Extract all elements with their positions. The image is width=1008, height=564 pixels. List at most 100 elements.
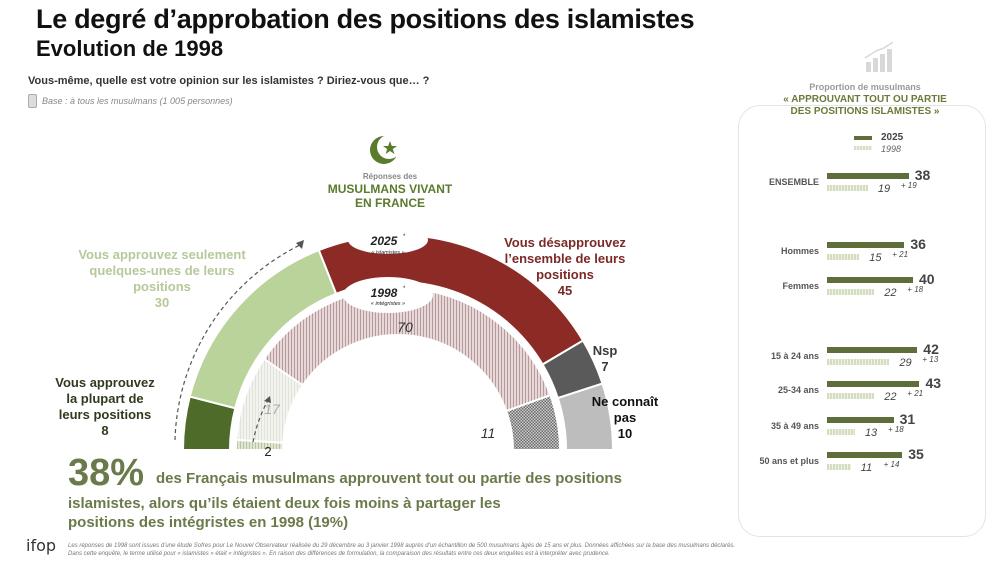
label-text: Vous désapprouvez [504, 235, 626, 250]
inner-value-label: 11 [481, 425, 496, 441]
value-1998: 22 [884, 391, 897, 403]
delta-value: + 21 [892, 250, 909, 259]
page-subtitle: Evolution de 1998 [36, 36, 224, 61]
bar-2025 [827, 347, 918, 353]
bar-1998 [827, 185, 868, 191]
label-text: pas [613, 410, 637, 425]
bar-2025 [827, 173, 909, 179]
delta-value: + 14 [883, 460, 900, 469]
value-1998: 11 [860, 462, 873, 474]
footnote-line: Les réponses de 1998 sont issues d’une é… [68, 543, 736, 549]
arrow-outer-head [296, 240, 304, 249]
value-2025: 38 [914, 167, 931, 183]
label-value: 8 [101, 423, 109, 438]
year-2025-asterisk: * [403, 234, 406, 240]
responses-title-line1: MUSULMANS VIVANT [327, 182, 453, 196]
value-2025: 35 [908, 446, 924, 462]
footnote: Les réponses de 1998 sont issues d’une é… [68, 542, 828, 558]
responses-caption: Réponses des [362, 172, 418, 181]
survey-question: Vous-même, quelle est votre opinion sur … [28, 75, 430, 87]
label-text: leurs positions [58, 407, 152, 422]
label-text: positions [133, 279, 191, 294]
label-disapprove: Vous désapprouvez l’ensemble de leurs po… [490, 235, 640, 299]
bar-1998 [827, 289, 875, 295]
delta-value: + 18 [907, 285, 924, 294]
row-label: Femmes [782, 281, 819, 291]
bar-1998 [827, 359, 890, 365]
breakdown-panel [738, 105, 986, 537]
bar-2025 [827, 381, 920, 387]
label-approve-some: Vous approuvez seulement quelques-unes d… [62, 247, 262, 311]
value-2025: 43 [925, 375, 942, 391]
legend-swatch-1998 [854, 146, 872, 150]
value-1998: 15 [869, 252, 882, 264]
inner-value-label: 2 [264, 444, 271, 459]
value-2025: 42 [923, 341, 939, 357]
value-1998: 29 [899, 357, 912, 369]
label-text: Vous approuvez seulement [78, 247, 246, 262]
year-1998-sub: « intégristes » [371, 301, 405, 307]
legend-swatch-2025 [854, 136, 872, 140]
year-1998-label: 1998 [371, 286, 398, 300]
row-label: 25-34 ans [777, 385, 819, 395]
bar-1998 [827, 393, 875, 399]
row-label: 50 ans et plus [759, 456, 819, 466]
label-text: quelques-unes de leurs [89, 263, 235, 278]
arrow-inner-head [264, 396, 271, 403]
outer-2025-segment-5 [556, 382, 615, 451]
label-text: la plupart de [66, 391, 144, 406]
value-1998: 22 [884, 287, 897, 299]
delta-value: + 19 [900, 181, 917, 190]
row-label: 15 à 24 ans [770, 351, 819, 361]
responses-title: MUSULMANS VIVANT EN FRANCE [300, 182, 480, 210]
survey-base: Base : à tous les musulmans (1 005 perso… [42, 96, 233, 106]
arrow-outer-path [174, 243, 303, 441]
bar-growth-icon [864, 41, 894, 72]
inner-value-label: 70 [397, 319, 413, 335]
delta-value: + 13 [922, 355, 939, 364]
page-title: Le degré d’approbation des positions des… [36, 4, 695, 34]
label-text: Vous approuvez [55, 375, 155, 390]
delta-value: + 18 [887, 425, 904, 434]
bar-1998 [827, 464, 851, 470]
headline-text: des Français musulmans approuvent tout o… [156, 470, 622, 487]
label-ne-connait-pas: Ne connaît pas 10 [590, 394, 660, 442]
value-2025: 31 [899, 411, 916, 427]
year-2025-bubble [348, 226, 428, 254]
bar-1998 [827, 254, 860, 260]
phone-icon [28, 94, 37, 108]
value-1998: 13 [864, 427, 878, 439]
ifop-logo: ifop [26, 536, 57, 555]
value-2025: 40 [919, 271, 935, 287]
bar-2025 [827, 417, 894, 423]
delta-value: + 21 [907, 389, 924, 398]
label-value: 45 [557, 283, 573, 298]
year-1998-bubble [343, 277, 433, 313]
row-label: 35 à 49 ans [770, 421, 819, 431]
responses-title-line2: EN FRANCE [354, 196, 425, 210]
value-1998: 19 [877, 183, 891, 195]
label-nsp: Nsp 7 [585, 343, 625, 375]
label-text: Ne connaît [591, 394, 659, 409]
year-2025-sub: « islamistes » [371, 250, 404, 256]
crescent-star-icon [370, 135, 401, 164]
row-label: Hommes [780, 246, 819, 256]
panel-caption: Proportion de musulmans [809, 82, 921, 92]
inner-1998-segment-4 [504, 393, 562, 451]
legend-label-2025: 2025 [881, 132, 904, 143]
headline-text-continued: islamistes, alors qu’ils étaient deux fo… [68, 495, 501, 531]
label-value: 10 [617, 426, 633, 441]
panel-title-line1: « APPROUVANT TOUT OU PARTIE [783, 94, 947, 105]
legend-label-1998: 1998 [881, 144, 902, 154]
panel-title: « APPROUVANT TOUT OU PARTIE DES POSITION… [750, 94, 980, 118]
label-approve-most: Vous approuvez la plupart de leurs posit… [40, 375, 170, 439]
panel-title-line2: DES POSITIONS ISLAMISTES » [790, 106, 940, 117]
label-text: Nsp [592, 343, 618, 358]
label-value: 7 [601, 359, 609, 374]
value-2025: 36 [910, 236, 926, 252]
row-label: ENSEMBLE [768, 177, 819, 187]
label-text: l’ensemble de leurs [504, 251, 626, 266]
bar-2025 [827, 242, 905, 248]
headline-percentage: 38% [68, 452, 145, 494]
